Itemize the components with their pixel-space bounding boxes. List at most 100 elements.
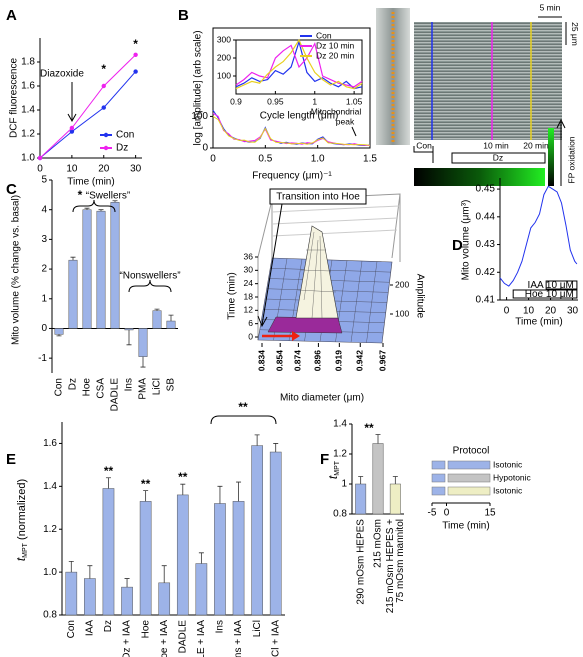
y-tick-label: 2: [41, 264, 47, 275]
x-tick-label: 10: [523, 306, 535, 317]
protocol-pre: [431, 473, 446, 483]
bar: [121, 586, 133, 616]
red-arrow-head: [292, 331, 300, 341]
x-tick-label: 0.967: [377, 350, 387, 372]
y-tick-label: 1.4: [21, 105, 35, 116]
legend-marker: [103, 132, 109, 138]
x-tick-label: Hoe: [140, 620, 151, 639]
legend-label: Con: [316, 30, 332, 40]
x-tick-label: LiCl: [152, 378, 163, 395]
annotation-line: [67, 113, 77, 123]
protocol-tick-label: 15: [484, 508, 496, 519]
y-tick-label: 6: [248, 318, 253, 328]
x-tick-label: LiCl: [252, 620, 263, 637]
y-tick-label: 1.0: [21, 153, 35, 164]
error-bar: [168, 314, 174, 322]
x-axis-label: Time (min): [515, 317, 562, 328]
x-tick-label: SB: [166, 378, 177, 392]
image-label: FP oxidation: [566, 136, 576, 183]
x-tick-label: 10: [66, 164, 78, 175]
y-tick-label: 0.8: [43, 610, 57, 621]
x-axis-label: Cycle length (μm): [260, 111, 339, 122]
annotation: **: [178, 470, 188, 484]
fp-arrow: [556, 118, 566, 186]
protocol-step: [447, 486, 491, 496]
y-tick-label: 0.44: [476, 211, 496, 222]
error-bar: [140, 356, 146, 368]
x-tick-label: 0: [210, 154, 216, 165]
x-tick-label: Ins: [124, 378, 135, 391]
x-tick-label: 0.9: [230, 96, 242, 106]
y-tick-label: 0.45: [476, 184, 496, 195]
y-tick-label: 5: [41, 175, 47, 186]
protocol-title: Protocol: [453, 446, 490, 457]
bar: [214, 503, 226, 616]
protocol-label: Isotonic: [493, 485, 523, 495]
y-tick-label: 0.8: [333, 509, 347, 520]
x-tick-label: Dz: [68, 378, 79, 390]
bar: [82, 209, 92, 329]
bar: [84, 578, 96, 616]
x-tick-label: Dz: [103, 620, 114, 632]
error-bar: [143, 490, 149, 502]
x-tick-label: 20: [98, 164, 110, 175]
bar: [176, 494, 189, 616]
y-tick-label: 1: [341, 479, 347, 490]
error-bar: [112, 200, 118, 203]
y-tick-label: 1: [41, 293, 47, 304]
x-axis-label: Frequency (μm)⁻¹: [252, 171, 332, 182]
panel-letter: F: [320, 451, 329, 468]
y-axis-label-sub: MPT: [334, 460, 341, 476]
y-tick-label: 1.6: [43, 438, 57, 449]
panel-letter: E: [6, 451, 16, 468]
image-label: 20 min: [523, 140, 549, 150]
point: [37, 155, 43, 161]
x-tick-label: 0.919: [334, 350, 344, 372]
x-tick-label: LiCl + IAA: [270, 620, 281, 657]
y-tick-label: 100: [191, 111, 208, 122]
x-tick-label: 20: [545, 306, 557, 317]
y-tick-label: 1.4: [333, 419, 347, 430]
bar: [195, 563, 208, 616]
point: [69, 129, 75, 134]
x-tick-label: Con: [54, 378, 65, 396]
error-bar: [154, 308, 160, 311]
x-tick-label: 1.0: [311, 154, 325, 165]
annotation: **: [364, 421, 374, 435]
x-tick-label: 0.95: [267, 96, 284, 106]
y-tick-label: 300: [217, 34, 231, 44]
annotation-box: [269, 188, 367, 205]
x-tick-label: Con: [66, 620, 77, 638]
x-tick-label: 0.942: [355, 350, 365, 372]
fp-image: [414, 168, 545, 186]
x-tick-label: Ins + IAA: [233, 620, 244, 657]
y-axis-label: tMPT: [326, 460, 341, 479]
x-tick-label: 30: [567, 306, 579, 317]
y-tick-label: 1.8: [21, 57, 35, 68]
error-bar: [180, 483, 186, 495]
series-line: [212, 115, 371, 146]
bar: [251, 445, 263, 616]
bar: [110, 202, 120, 329]
x-tick-label: IAA: [85, 620, 96, 636]
x-tick-label: 0.896: [313, 350, 323, 372]
y-tick-label: 36: [244, 251, 254, 261]
x-tick-label: 0.834: [256, 350, 266, 372]
bar: [152, 310, 162, 329]
bar: [372, 443, 384, 515]
x-tick-label: Ins: [215, 620, 226, 633]
bar: [124, 328, 134, 331]
annotation-line: [351, 126, 357, 137]
z-tick-label: 100: [395, 308, 409, 318]
wall-grid: [271, 205, 400, 237]
treatment-label: Hoe 10 μM: [525, 289, 574, 300]
x-tick-label: 215 mOsm HEPES +: [385, 519, 396, 613]
x-tick-label: 30: [130, 164, 142, 175]
legend-label: Dz 10 min: [316, 40, 355, 50]
x-tick-label: 0: [504, 306, 510, 317]
bar: [166, 320, 176, 329]
x-tick-label: PMA: [138, 378, 149, 400]
error-bar: [87, 565, 93, 579]
error-bar: [161, 565, 167, 583]
